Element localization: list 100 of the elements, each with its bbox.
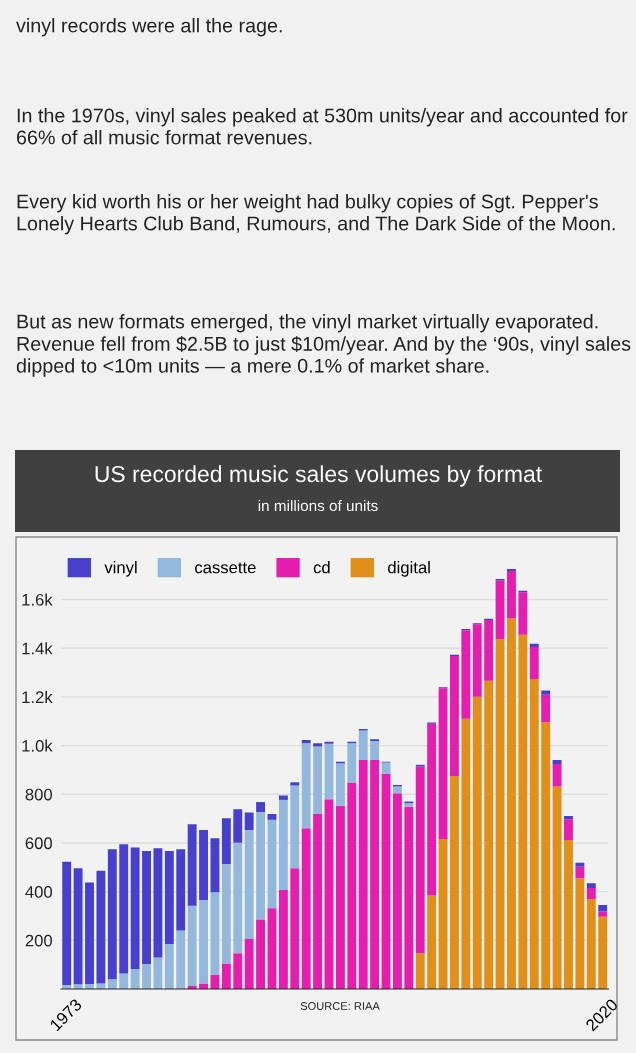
- bar: [507, 571, 516, 619]
- bar: [96, 870, 106, 984]
- bar: [153, 848, 163, 958]
- bar: [347, 782, 357, 989]
- bar: [107, 849, 117, 980]
- bar: [392, 793, 402, 989]
- bar: [370, 740, 380, 760]
- bar: [370, 759, 380, 989]
- bar: [518, 634, 528, 989]
- bar: [278, 795, 288, 800]
- bar: [199, 899, 208, 984]
- bar: [472, 696, 482, 989]
- bar: [96, 983, 106, 989]
- bar: [164, 850, 174, 944]
- chart-subtitle: in millions of units: [258, 499, 378, 512]
- bar: [495, 638, 505, 989]
- bar: [278, 799, 288, 890]
- bar: [575, 878, 585, 989]
- bar: [529, 679, 539, 989]
- bar: [313, 743, 323, 747]
- bar: [552, 764, 562, 787]
- bar: [598, 911, 608, 917]
- text: Every kid worth his or her weight had bulky copies of Sgt. Pepper's Lonely Hearts Club Band, Rumours, and The Dark Side of the Moon.: [17, 194, 615, 235]
- bar: [541, 690, 551, 695]
- text: vinyl records were all the rage.: [16, 18, 282, 37]
- bar: [427, 723, 437, 896]
- bar: [233, 842, 243, 954]
- y-tick-label: 800: [25, 788, 53, 801]
- bar: [199, 830, 208, 900]
- bar: [541, 722, 551, 989]
- bar: [335, 763, 345, 806]
- bar: [85, 882, 94, 984]
- bar: [484, 680, 494, 989]
- bar: [529, 643, 539, 647]
- bar: [267, 819, 277, 909]
- bar: [130, 847, 140, 970]
- bar: [358, 759, 368, 989]
- bar: [233, 953, 243, 989]
- bar: [256, 802, 266, 813]
- bar: [427, 895, 437, 989]
- bar: [278, 889, 288, 989]
- bar: [290, 782, 300, 786]
- bar: [461, 718, 471, 989]
- bar: [73, 868, 83, 985]
- bar: [221, 818, 231, 864]
- bar: [176, 930, 186, 989]
- legend-label: digital: [388, 561, 430, 577]
- bar: [472, 624, 482, 697]
- bar: [256, 919, 266, 989]
- y-tick-label: 1.0k: [22, 739, 53, 752]
- bar: [358, 730, 368, 760]
- bar: [392, 786, 402, 794]
- bar: [210, 838, 220, 893]
- bar: [450, 776, 459, 989]
- bar: [404, 806, 414, 989]
- source-note: SOURCE: RIAA: [300, 1002, 380, 1010]
- bar: [586, 883, 596, 888]
- y-tick-label: 1.4k: [22, 642, 53, 655]
- bar: [507, 618, 516, 989]
- bar: [461, 630, 471, 719]
- bar: [484, 619, 494, 681]
- bar: [586, 887, 596, 899]
- bar: [142, 963, 151, 989]
- bar: [575, 862, 585, 867]
- legend-label: cd: [313, 561, 330, 574]
- bar: [301, 743, 311, 829]
- y-tick-label: 1.2k: [22, 690, 53, 703]
- bar: [564, 819, 573, 841]
- bar: [324, 799, 334, 989]
- bar: [130, 969, 140, 989]
- y-tick-label: 600: [25, 837, 53, 850]
- bar: [301, 828, 311, 989]
- bar: [335, 805, 345, 989]
- bar: [119, 844, 129, 974]
- bar: [62, 861, 72, 986]
- bar: [187, 905, 197, 987]
- chart-title: US recorded music sales volumes by format: [95, 465, 542, 487]
- bar: [598, 916, 608, 989]
- legend-label: vinyl: [104, 561, 137, 577]
- bar: [290, 868, 300, 989]
- text: In the 1970s, vinyl sales peaked at 530m units/year and accounted for 66% of all music format revenues.: [17, 108, 628, 145]
- bar: [347, 743, 357, 783]
- bar: [244, 830, 254, 940]
- bar: [164, 943, 174, 989]
- bar: [119, 973, 129, 989]
- bar: [233, 809, 243, 843]
- bar: [450, 655, 459, 776]
- bar: [415, 766, 425, 954]
- bar: [313, 813, 323, 989]
- bar: [529, 646, 539, 680]
- bar: [564, 840, 573, 989]
- y-tick-label: 200: [25, 934, 53, 947]
- bar: [564, 815, 573, 820]
- bar: [176, 849, 186, 931]
- bar: [575, 866, 585, 879]
- bar: [438, 688, 448, 840]
- legend-label: cassette: [195, 562, 256, 574]
- bar: [552, 786, 562, 989]
- bar: [244, 812, 254, 831]
- bar: [244, 939, 254, 989]
